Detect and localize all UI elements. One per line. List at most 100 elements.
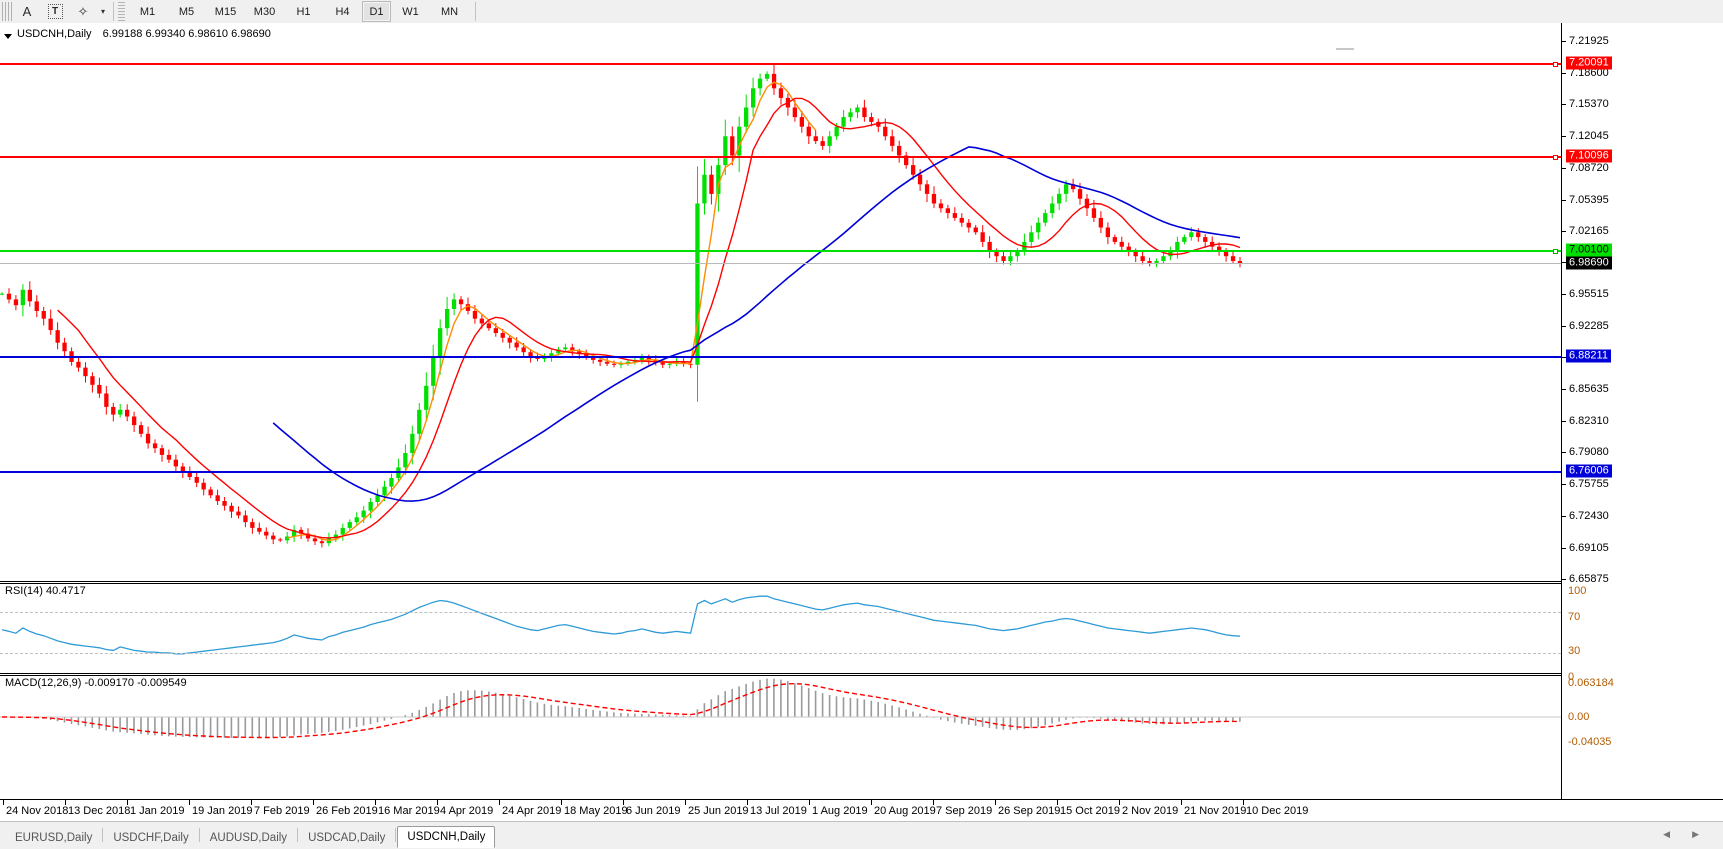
timeframe-m5[interactable]: M5 — [167, 1, 206, 22]
support-line-700100[interactable] — [0, 249, 1561, 254]
price-axis-label: 6.92285 — [1569, 319, 1609, 332]
chart-ohlc-values: 6.99188 6.99340 6.98610 6.98690 — [102, 28, 271, 40]
timeframe-m15[interactable]: M15 — [206, 1, 245, 22]
date-axis-label: 7 Feb 2019 — [254, 805, 310, 817]
tab-audusd-daily[interactable]: AUDUSD,Daily — [201, 827, 296, 848]
macd-series-layer — [0, 678, 1561, 739]
line-handle[interactable] — [1553, 62, 1558, 67]
timeframe-h1[interactable]: H1 — [284, 1, 323, 22]
timeframe-m1[interactable]: M1 — [128, 1, 167, 22]
axis-tick — [1562, 389, 1566, 391]
timeframe-h4[interactable]: H4 — [323, 1, 362, 22]
date-tick — [809, 800, 810, 805]
date-tick — [623, 800, 624, 805]
date-axis-label: 21 Nov 2019 — [1184, 805, 1247, 817]
chart-scroll-handle[interactable] — [1336, 48, 1354, 50]
price-axis-label: 6.69105 — [1569, 541, 1609, 554]
tab-usdcnh-daily[interactable]: USDCNH,Daily — [397, 826, 496, 848]
tab-usdcad-daily[interactable]: USDCAD,Daily — [299, 827, 394, 848]
scroll-left-icon[interactable]: ◀ — [1663, 829, 1671, 839]
price-tag-current-bid[interactable]: 6.98690 — [1566, 256, 1612, 270]
chart-canvas[interactable]: USDCNH,Daily 6.99188 6.99340 6.98610 6.9… — [0, 23, 1723, 799]
axis-tick — [1562, 103, 1566, 105]
price-tag-support-line[interactable]: 6.88211 — [1566, 349, 1611, 363]
date-axis-label: 6 Jun 2019 — [626, 805, 681, 817]
timeframe-label: M15 — [214, 5, 237, 18]
date-tick — [1243, 800, 1244, 805]
axis-tick — [1562, 135, 1566, 137]
tab-divider — [395, 827, 397, 842]
date-tick — [685, 800, 686, 805]
date-axis-label: 18 May 2019 — [564, 805, 628, 817]
support-line-676006[interactable] — [0, 471, 1561, 473]
axis-tick — [1562, 72, 1566, 74]
scroll-right-icon[interactable]: ▶ — [1692, 829, 1699, 839]
resistance-line-710096[interactable] — [0, 155, 1561, 160]
date-tick — [189, 800, 190, 805]
date-axis-label: 7 Sep 2019 — [936, 805, 993, 817]
price-axis-separator — [1561, 23, 1562, 799]
font-icon[interactable]: A — [13, 1, 41, 22]
date-axis[interactable]: 24 Nov 2018 13 Dec 2018 1 Jan 2019 19 Jan 2… — [0, 799, 1723, 821]
date-axis-label: 10 Dec 2019 — [1246, 805, 1309, 817]
text-label-icon[interactable]: T — [41, 1, 69, 22]
price-axis-label: 7.21925 — [1569, 35, 1609, 47]
date-tick — [437, 800, 438, 805]
timeframe-mn[interactable]: MN — [430, 1, 469, 22]
date-axis-label: 4 Apr 2019 — [440, 805, 494, 817]
date-tick — [1181, 800, 1182, 805]
timeframe-label: M1 — [139, 5, 156, 18]
date-axis-label: 1 Aug 2019 — [812, 805, 868, 817]
axis-tick — [1562, 230, 1566, 232]
timeframe-label: M5 — [178, 5, 195, 18]
timeframe-d1[interactable]: D1 — [362, 1, 391, 22]
macd-axis-label: -0.04035 — [1568, 736, 1612, 748]
tab-divider — [198, 827, 200, 842]
chart-tabs: EURUSD,Daily USDCHF,Daily AUDUSD,Daily U… — [6, 825, 496, 848]
date-tick — [251, 800, 252, 805]
price-tag-support-line[interactable]: 7.00100 — [1566, 243, 1612, 257]
tab-eurusd-daily[interactable]: EURUSD,Daily — [6, 827, 101, 848]
date-axis-label: 15 Oct 2019 — [1060, 805, 1120, 817]
axis-tick — [1562, 167, 1566, 169]
axis-tick — [1562, 421, 1566, 423]
line-handle[interactable] — [1553, 155, 1558, 160]
draw-objects-icon-glyph: ✧ — [77, 3, 89, 19]
axis-tick — [1562, 484, 1566, 486]
price-axis[interactable]: 7.21925 7.18600 7.15370 7.12045 7.08720 7.053… — [1562, 23, 1723, 799]
tab-label: USDCAD,Daily — [308, 831, 386, 844]
tab-scroll-controls: ◀ ▶ — [1663, 829, 1699, 840]
chevron-down-icon-glyph: ▾ — [100, 7, 105, 16]
chart-tab-bar: EURUSD,Daily USDCHF,Daily AUDUSD,Daily U… — [0, 821, 1723, 849]
font-icon-label: A — [22, 4, 32, 19]
date-tick — [3, 800, 4, 805]
current-price-line — [0, 263, 1561, 264]
date-tick — [499, 800, 500, 805]
timeframe-w1[interactable]: W1 — [391, 1, 430, 22]
grip-handle-icon[interactable] — [2, 2, 13, 21]
rsi-indicator-label: RSI(14) 40.4717 — [3, 585, 88, 597]
pane-divider-macd[interactable] — [0, 673, 1561, 676]
support-line-688211[interactable] — [0, 356, 1561, 358]
date-tick — [1057, 800, 1058, 805]
date-axis-label: 19 Jan 2019 — [192, 805, 253, 817]
timeframe-label: H4 — [335, 5, 350, 18]
timeframe-m30[interactable]: M30 — [245, 1, 284, 22]
price-axis-label: 6.65875 — [1569, 573, 1609, 585]
price-tag-resistance-line[interactable]: 7.20091 — [1566, 56, 1612, 70]
price-tag-support-line[interactable]: 6.76006 — [1566, 464, 1612, 478]
date-tick — [871, 800, 872, 805]
chevron-down-icon[interactable]: ▾ — [97, 7, 109, 16]
axis-tick — [1562, 516, 1566, 518]
resistance-line-720091[interactable] — [0, 62, 1561, 67]
timeframe-grip-handle-icon[interactable] — [118, 2, 125, 21]
price-tag-resistance-line[interactable]: 7.10096 — [1566, 149, 1612, 163]
line-handle[interactable] — [1553, 249, 1558, 254]
pane-divider-rsi[interactable] — [0, 581, 1561, 584]
chart-menu-caret-icon[interactable] — [4, 34, 12, 39]
tab-usdchf-daily[interactable]: USDCHF,Daily — [104, 827, 197, 848]
axis-tick — [1562, 41, 1566, 42]
draw-objects-icon[interactable]: ✧ — [69, 1, 97, 22]
price-axis-label: 6.95515 — [1569, 288, 1609, 301]
